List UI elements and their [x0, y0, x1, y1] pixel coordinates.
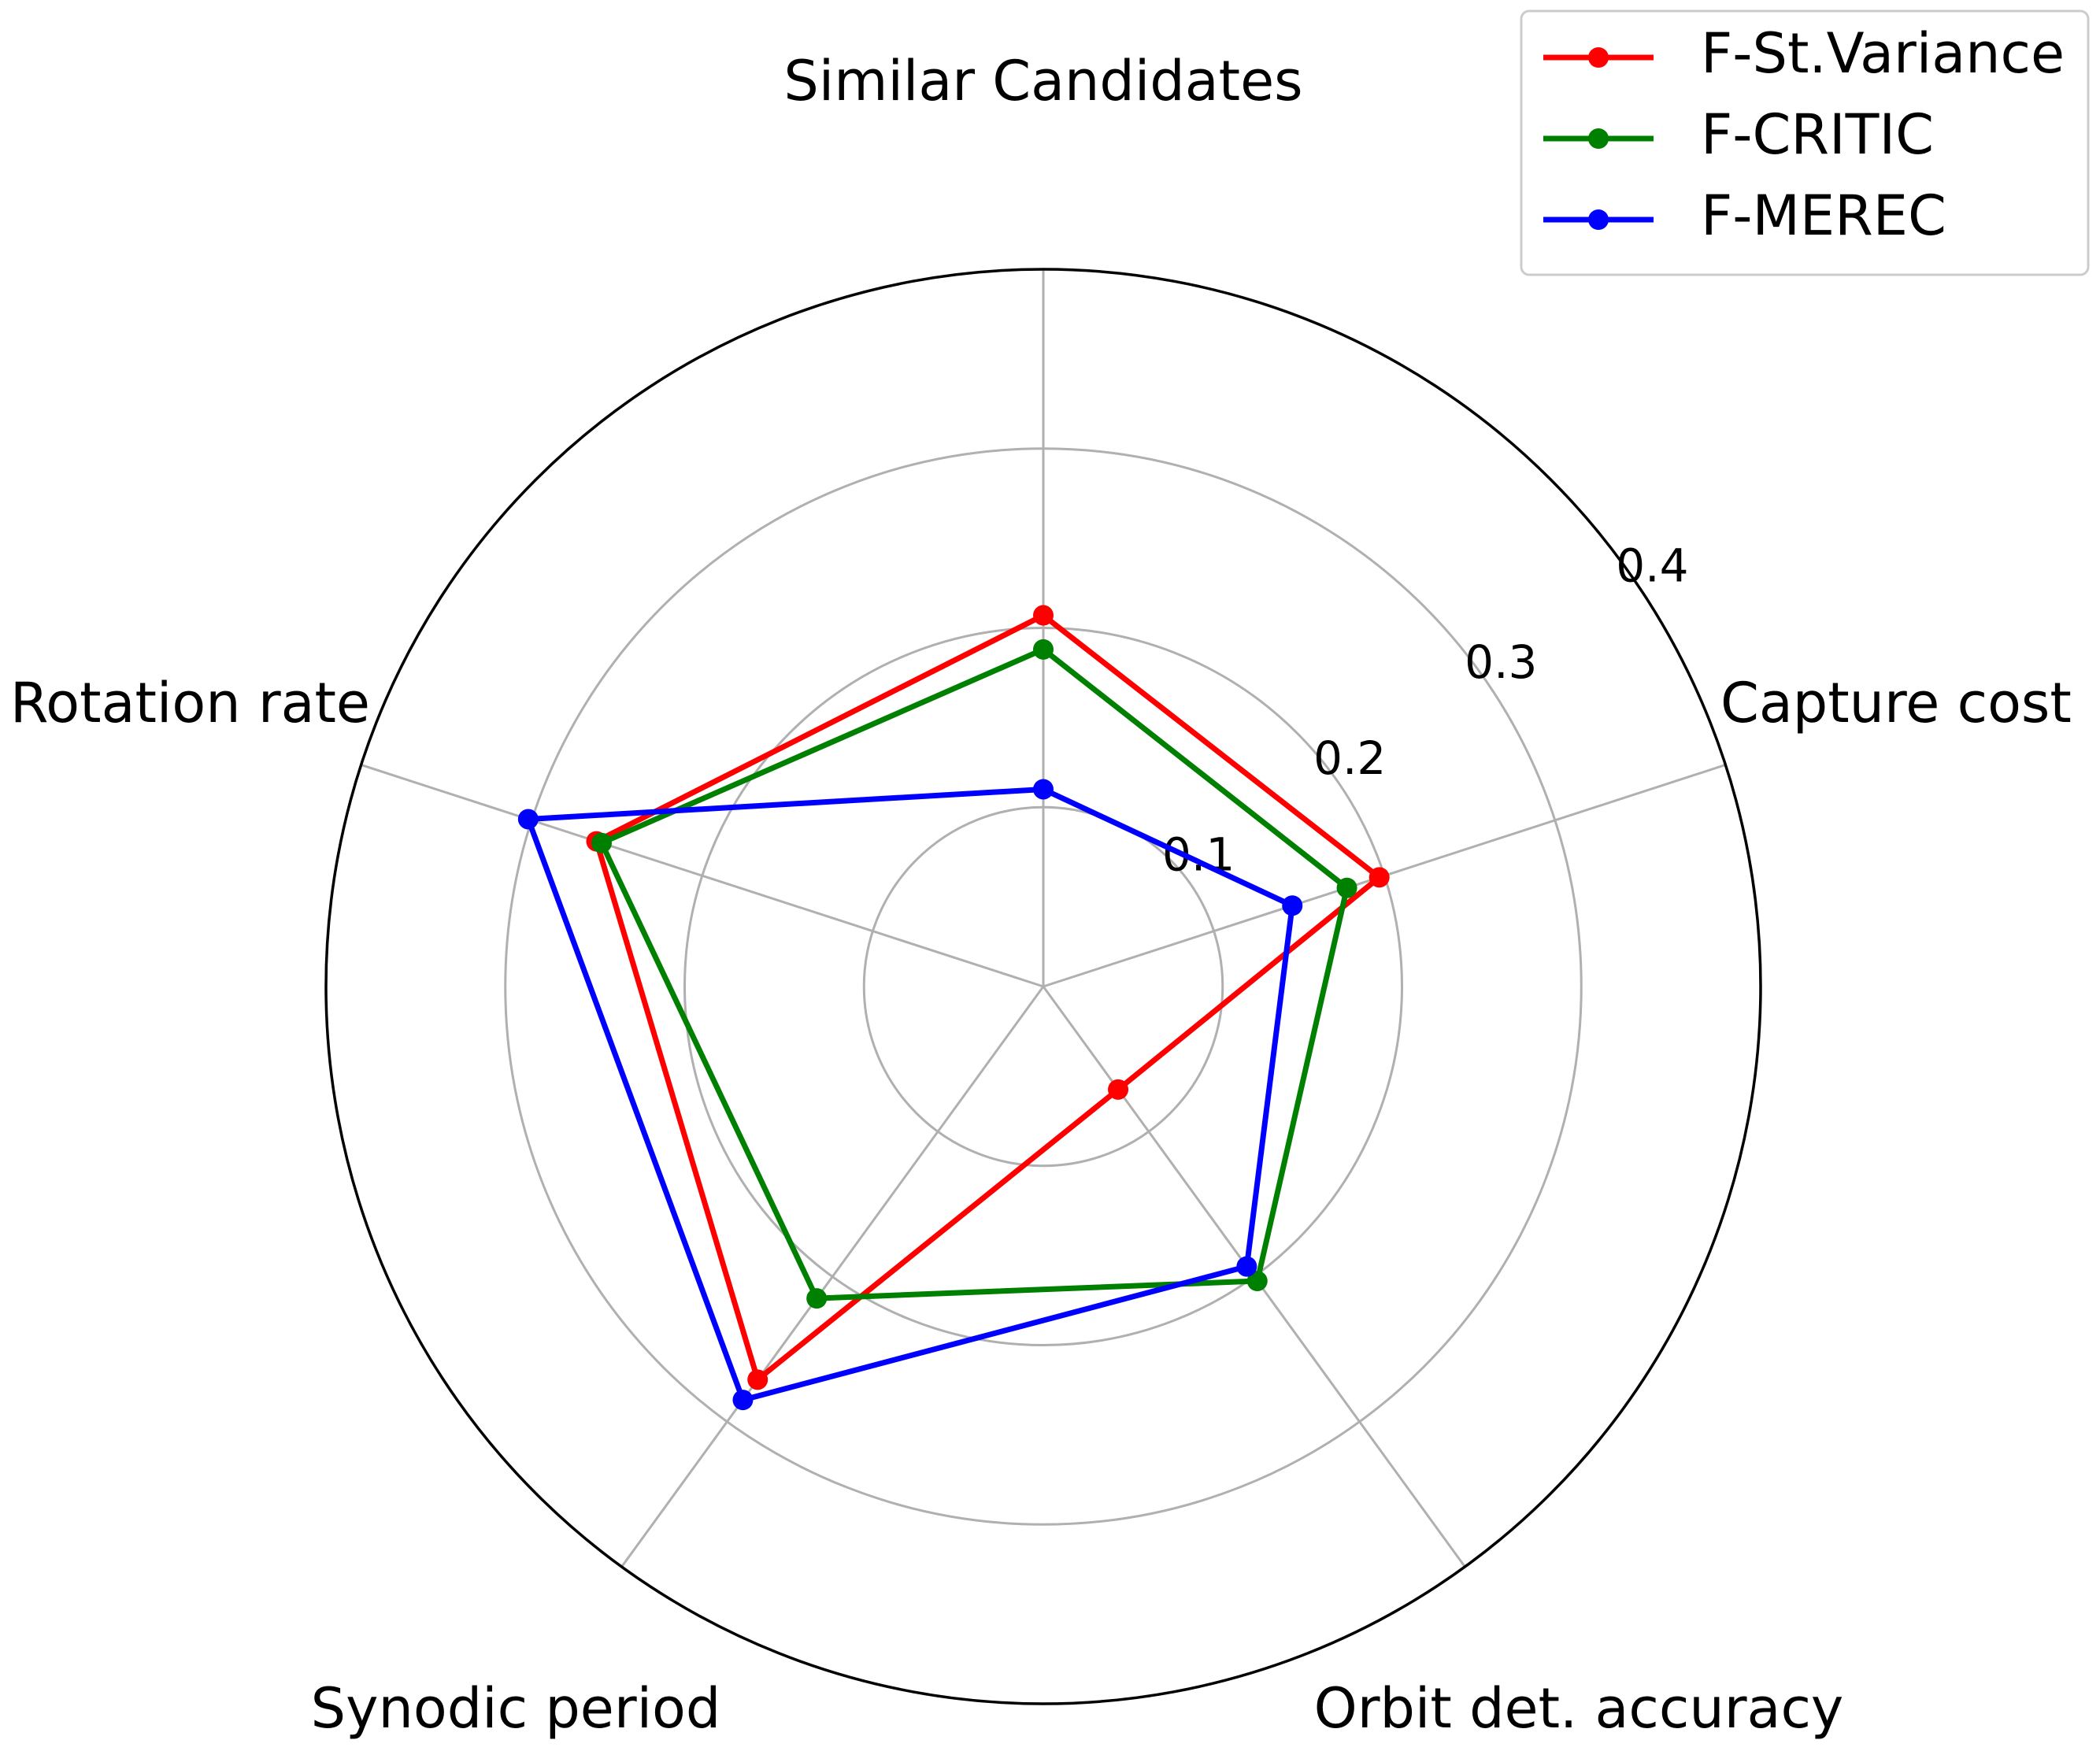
- axis-label-rotation-rate: Rotation rate: [10, 671, 370, 735]
- legend-label: F-St.Variance: [1701, 21, 2065, 86]
- legend-marker: [1588, 209, 1609, 230]
- radial-tick-labels: 0.10.20.30.4: [1162, 539, 1688, 881]
- legend-item-f-critic: F-CRITIC: [1543, 102, 1934, 167]
- data-point-synodic-period: [747, 1369, 769, 1390]
- series-layer: [517, 605, 1390, 1411]
- data-point-rotation-rate: [517, 809, 539, 830]
- data-point-orbit-det-accuracy: [1246, 1271, 1268, 1292]
- data-point-similar-candidates: [1033, 605, 1054, 626]
- spoke-synodic-period: [620, 986, 1045, 1568]
- series-f-merec: [517, 779, 1303, 1411]
- data-point-capture-cost: [1282, 895, 1303, 916]
- data-point-similar-candidates: [1033, 779, 1054, 800]
- axis-labels: Similar Candidates Capture cost Orbit det.…: [10, 49, 2072, 1741]
- data-point-synodic-period: [806, 1288, 828, 1309]
- rtick-label: 0.3: [1465, 635, 1537, 689]
- legend-frame: [1520, 9, 2090, 276]
- axis-label-capture-cost: Capture cost: [1720, 671, 2072, 735]
- data-point-rotation-rate: [591, 832, 612, 853]
- legend-label: F-MEREC: [1701, 183, 1946, 248]
- outer-frame: [324, 268, 1762, 1705]
- legend-item-f-merec: F-MEREC: [1543, 183, 1946, 248]
- rtick-label: 0.2: [1313, 731, 1386, 785]
- data-point-orbit-det-accuracy: [1236, 1256, 1257, 1277]
- data-point-capture-cost: [1336, 877, 1357, 898]
- legend-item-f-st-variance: F-St.Variance: [1543, 21, 2065, 86]
- legend-marker: [1588, 47, 1609, 68]
- spoke-rotation-rate: [361, 764, 1044, 988]
- axis-label-synodic-period: Synodic period: [311, 1676, 721, 1741]
- data-point-capture-cost: [1369, 867, 1390, 888]
- series-line: [594, 613, 1383, 1383]
- legend: F-St.Variance F-CRITIC F-MEREC: [1520, 9, 2090, 276]
- data-point-orbit-det-accuracy: [1108, 1079, 1129, 1100]
- axis-label-orbit-det-accuracy: Orbit det. accuracy: [1314, 1676, 1844, 1741]
- legend-label: F-CRITIC: [1701, 102, 1934, 167]
- series-line: [525, 787, 1295, 1403]
- series-f-st-variance: [586, 605, 1390, 1390]
- axis-label-similar-candidates: Similar Candidates: [783, 49, 1302, 113]
- legend-marker: [1588, 128, 1609, 149]
- data-point-synodic-period: [732, 1390, 754, 1411]
- series-line: [598, 646, 1350, 1301]
- rtick-label: 0.4: [1616, 539, 1688, 592]
- data-point-similar-candidates: [1033, 639, 1054, 660]
